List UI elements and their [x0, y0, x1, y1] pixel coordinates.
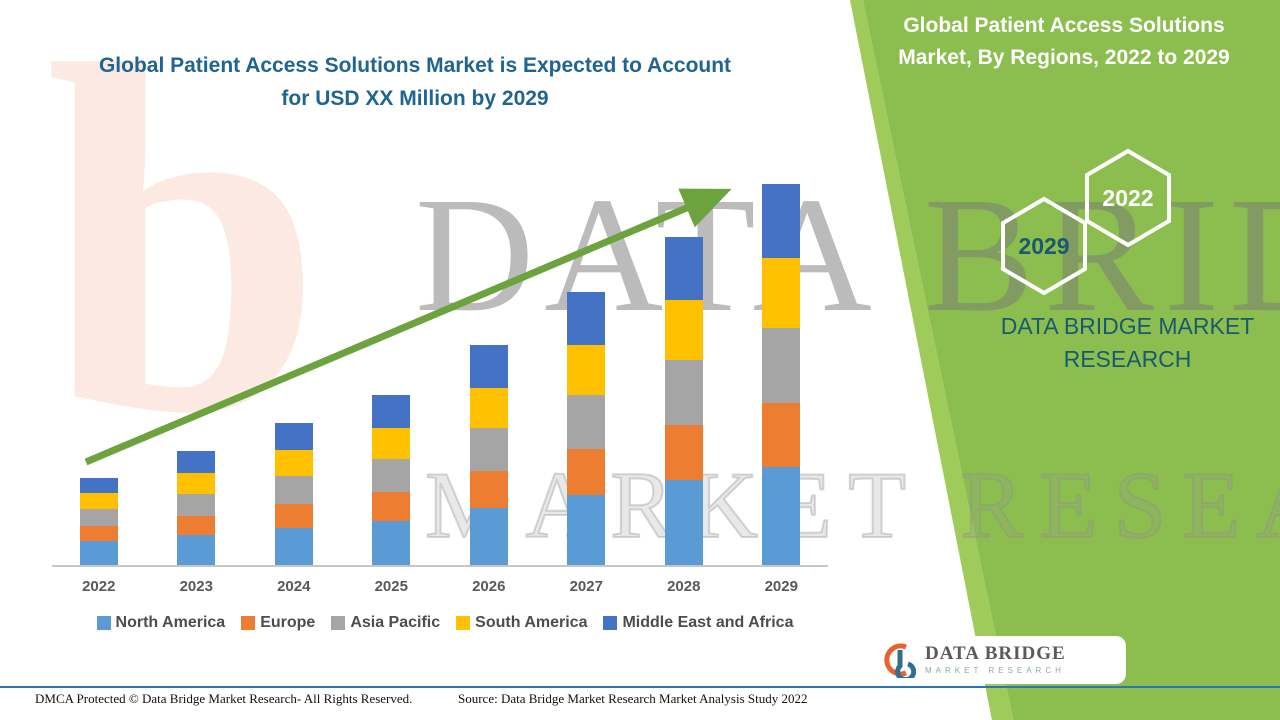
bar-segment-europe [469, 471, 508, 508]
bar-segment-north-america [274, 528, 313, 565]
bar-segment-south-america [177, 473, 216, 494]
stacked-bar-2025 [372, 395, 411, 565]
bar-segment-south-america [79, 493, 118, 509]
stacked-bar-2027 [567, 292, 606, 565]
banner-title-line2: Market, By Regions, 2022 to 2029 [898, 45, 1230, 69]
bar-segment-europe [567, 449, 606, 495]
legend-label: Europe [260, 614, 316, 631]
x-axis-label-2028: 2028 [667, 578, 701, 595]
x-axis-label-2025: 2025 [374, 578, 408, 595]
chart-title-line1: Global Patient Access Solutions Market i… [98, 54, 732, 77]
bar-segment-middle-east-and-africa [567, 292, 606, 345]
legend-label: North America [115, 614, 226, 631]
stacked-bar-2026 [469, 345, 508, 565]
legend-label: Asia Pacific [350, 614, 441, 631]
legend-item-middle-east-and-africa: Middle East and Africa [603, 614, 793, 632]
x-axis-label-2024: 2024 [277, 578, 311, 595]
footer-divider-line [0, 686, 1280, 688]
legend-swatch-icon [241, 616, 256, 630]
hexagon-2029: 2029 [998, 196, 1090, 296]
legend-item-south-america: South America [456, 614, 587, 632]
legend-swatch-icon [331, 616, 346, 630]
hexagon-2022: 2022 [1082, 148, 1174, 248]
hexagon-outline-icon [1001, 196, 1087, 296]
bar-segment-south-america [567, 345, 606, 395]
logo-text: DATA BRIDGE MARKET RESEARCH [925, 643, 1066, 676]
legend-swatch-icon [456, 616, 471, 630]
hexagon-2022-label: 2022 [1102, 184, 1154, 211]
data-bridge-b-icon [884, 643, 916, 678]
banner-title: Global Patient Access Solutions Market, … [858, 10, 1270, 73]
brand-panel-text: DATA BRIDGE MARKET RESEARCH [1000, 313, 1255, 373]
chart-legend: North America Europe Asia Pacific South Ame… [55, 614, 835, 632]
bar-segment-middle-east-and-africa [762, 184, 801, 258]
legend-swatch-icon [603, 616, 618, 630]
bar-segment-middle-east-and-africa [372, 395, 411, 428]
stacked-bar-2022 [79, 478, 118, 565]
hexagon-2029-label: 2029 [1018, 232, 1070, 259]
bar-segment-europe [274, 504, 313, 528]
bar-segment-europe [762, 403, 801, 467]
bar-segment-asia-pacific [567, 395, 606, 449]
bar-segment-north-america [177, 535, 216, 565]
bar-segment-asia-pacific [469, 428, 508, 471]
legend-swatch-icon [96, 616, 111, 630]
bar-segment-north-america [664, 480, 703, 565]
bar-segment-asia-pacific [177, 494, 216, 516]
legend-label: South America [475, 614, 588, 631]
legend-item-asia-pacific: Asia Pacific [331, 614, 440, 632]
dmca-notice: DMCA Protected © Data Bridge Market Rese… [35, 691, 413, 706]
x-axis-label-2027: 2027 [569, 578, 603, 595]
bar-segment-north-america [762, 467, 801, 565]
x-axis-label-2026: 2026 [472, 578, 506, 595]
logo-name: DATA BRIDGE [925, 643, 1066, 665]
bar-segment-north-america [79, 541, 118, 565]
banner-title-line1: Global Patient Access Solutions [903, 14, 1225, 37]
bar-segment-south-america [372, 428, 411, 459]
logo-subtitle: MARKET RESEARCH [925, 666, 1065, 676]
data-bridge-logo: DATA BRIDGE MARKET RESEARCH [868, 636, 1126, 684]
stacked-bar-2028 [664, 237, 703, 565]
bar-segment-north-america [372, 521, 411, 565]
legend-item-europe: Europe [241, 614, 315, 632]
stacked-bar-2023 [177, 451, 216, 565]
bar-segment-europe [177, 516, 216, 535]
bar-segment-south-america [664, 300, 703, 360]
bar-segment-north-america [567, 495, 606, 565]
x-axis-label-2022: 2022 [82, 578, 116, 595]
bar-segment-middle-east-and-africa [469, 345, 508, 388]
bar-segment-asia-pacific [79, 509, 118, 526]
source-note: Source: Data Bridge Market Research Mark… [458, 691, 808, 706]
bar-segment-asia-pacific [274, 476, 313, 504]
bar-segment-europe [79, 526, 118, 541]
bar-segment-north-america [469, 508, 508, 565]
legend-label: Middle East and Africa [622, 614, 794, 631]
bar-segment-asia-pacific [372, 459, 411, 492]
bar-segment-middle-east-and-africa [274, 423, 313, 450]
legend-item-north-america: North America [96, 614, 226, 632]
bar-segment-asia-pacific [664, 360, 703, 425]
chart-title: Global Patient Access Solutions Market i… [70, 50, 760, 115]
bar-segment-middle-east-and-africa [177, 451, 216, 473]
stacked-bar-2024 [274, 423, 313, 565]
bar-segment-south-america [762, 258, 801, 328]
stacked-bar-2029 [762, 184, 801, 565]
bar-segment-south-america [469, 388, 508, 428]
bar-segment-europe [372, 492, 411, 521]
bar-segment-europe [664, 425, 703, 480]
hexagon-outline-icon [1085, 148, 1171, 248]
x-axis-label-2023: 2023 [179, 578, 213, 595]
x-axis-label-2029: 2029 [764, 578, 798, 595]
bar-segment-middle-east-and-africa [79, 478, 118, 493]
bar-segment-middle-east-and-africa [664, 237, 703, 300]
x-axis-line [52, 565, 828, 567]
bar-segment-south-america [274, 450, 313, 476]
bar-segment-asia-pacific [762, 328, 801, 403]
chart-title-line2: for USD XX Million by 2029 [281, 86, 549, 110]
